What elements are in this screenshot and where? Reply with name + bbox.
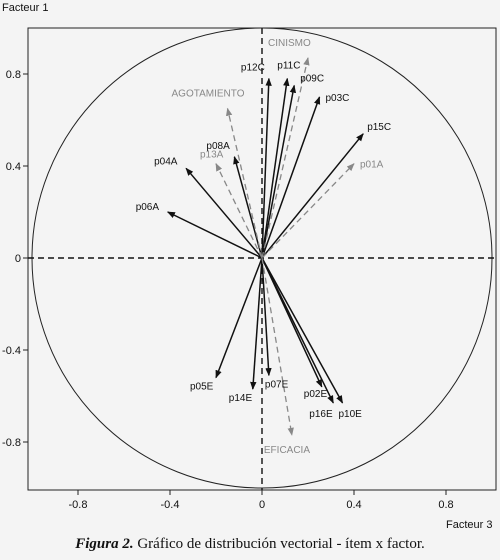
x-tick-label: 0: [259, 499, 265, 511]
vector-label-p03c: p03C: [326, 93, 350, 104]
vector-label-p07e: p07E: [265, 379, 289, 390]
vector-label-p08a: p08A: [206, 141, 230, 152]
vector-p10e: [261, 257, 344, 404]
y-tick-label: -0.4: [2, 345, 21, 357]
vector-p03c: [261, 96, 321, 259]
vector-p15c: [261, 133, 364, 259]
vector-p05e: [215, 257, 263, 379]
vector-label-p14e: p14E: [229, 393, 253, 404]
vector-p12c: [261, 77, 272, 259]
y-tick-label: 0.8: [6, 69, 21, 81]
vector-label-p10e: p10E: [339, 409, 363, 420]
vector-cinismo: [261, 57, 310, 259]
x-tick-label: 0.4: [346, 499, 361, 511]
vector-label-cinismo: CINISMO: [268, 38, 311, 49]
figure-caption: Figura 2. Gráfico de distribución vector…: [0, 536, 500, 553]
caption-text: Gráfico de distribución vectorial - ítem…: [133, 536, 425, 552]
x-tick-label: 0.8: [438, 499, 453, 511]
vector-label-p05e: p05E: [190, 382, 214, 393]
vector-label-p02e: p02E: [304, 389, 328, 400]
vector-agotamiento: [226, 107, 263, 259]
vector-label-p06a: p06A: [136, 202, 160, 213]
vector-label-agotamiento: AGOTAMIENTO: [172, 89, 245, 100]
vector-p14e: [250, 257, 263, 390]
vector-label-p04a: p04A: [154, 156, 178, 167]
vector-p08a: [233, 156, 263, 259]
y-axis-title: Facteur 1: [2, 2, 48, 14]
vector-chart: -0.8 -0.4 0 0.4 0.80.80.40-0.4-0.8 p12C p11Cp…: [2, 2, 497, 531]
caption-prefix: Figura 2.: [75, 536, 134, 552]
vector-p16e: [261, 257, 334, 404]
vector-p09c: [261, 84, 297, 259]
vector-label-p13a: p13A: [200, 150, 224, 161]
vector-p11c: [261, 77, 290, 259]
vector-label-p09c: p09C: [300, 74, 324, 85]
vector-p07e: [261, 257, 272, 377]
vector-label-p12c: p12C: [241, 63, 265, 74]
vector-label-p01a: p01A: [360, 160, 384, 171]
vector-p06a: [166, 211, 263, 259]
vector-p13a: [215, 162, 263, 259]
y-tick-label: 0: [15, 253, 21, 265]
vector-label-p15c: p15C: [367, 122, 391, 133]
vector-label-eficacia: EFICACIA: [264, 445, 310, 456]
x-axis-title: Facteur 3: [446, 519, 492, 531]
x-tick-label: -0.4: [161, 499, 180, 511]
vector-p04a: [185, 167, 263, 259]
y-tick-label: -0.8: [2, 437, 21, 449]
y-tick-label: 0.4: [6, 161, 21, 173]
vector-label-p11c: p11C: [277, 61, 300, 72]
vector-label-p16e: p16E: [309, 409, 333, 420]
x-tick-label: -0.8: [69, 499, 88, 511]
vector-p01a: [261, 163, 355, 259]
